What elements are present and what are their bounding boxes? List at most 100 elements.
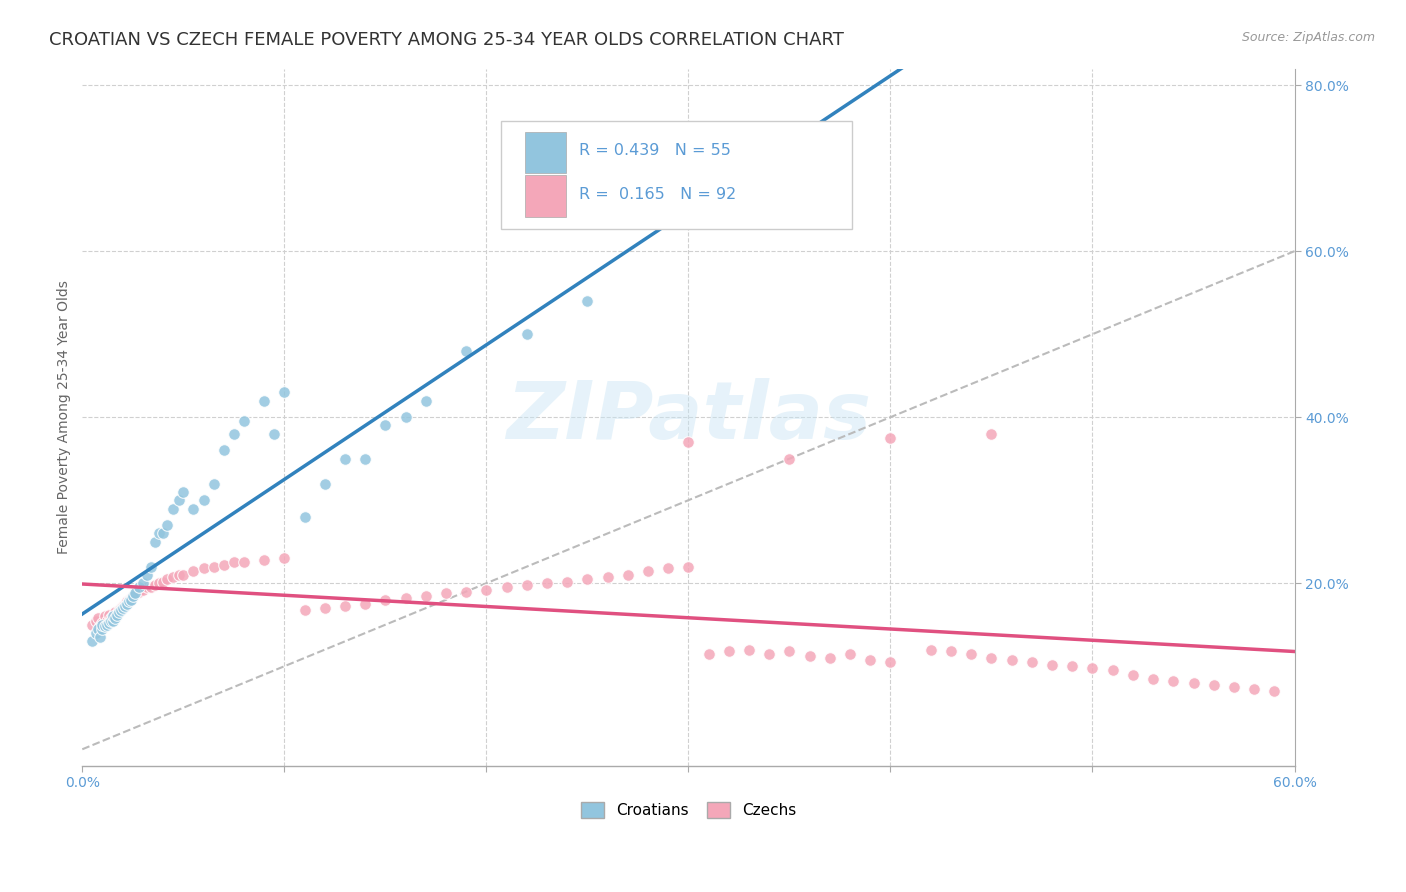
Y-axis label: Female Poverty Among 25-34 Year Olds: Female Poverty Among 25-34 Year Olds bbox=[58, 280, 72, 554]
Point bbox=[333, 599, 356, 614]
Point bbox=[183, 564, 205, 578]
Point bbox=[415, 393, 437, 408]
Point bbox=[115, 594, 138, 608]
Point bbox=[110, 603, 132, 617]
Point bbox=[132, 576, 155, 591]
Text: CROATIAN VS CZECH FEMALE POVERTY AMONG 25-34 YEAR OLDS CORRELATION CHART: CROATIAN VS CZECH FEMALE POVERTY AMONG 2… bbox=[49, 31, 844, 49]
Point bbox=[354, 597, 377, 611]
Point bbox=[212, 558, 235, 572]
Point bbox=[859, 652, 882, 666]
Point bbox=[799, 649, 821, 664]
Point bbox=[314, 601, 336, 615]
Point bbox=[960, 647, 983, 661]
Point bbox=[839, 647, 862, 661]
Point bbox=[183, 501, 205, 516]
Point bbox=[100, 611, 122, 625]
Point bbox=[111, 601, 134, 615]
Point bbox=[110, 601, 132, 615]
Point bbox=[152, 526, 174, 541]
Point bbox=[101, 609, 124, 624]
Point bbox=[100, 614, 122, 628]
Point bbox=[91, 616, 114, 631]
Point bbox=[678, 559, 700, 574]
Point bbox=[169, 493, 191, 508]
Point bbox=[104, 611, 127, 625]
Point bbox=[758, 647, 780, 661]
Point bbox=[143, 578, 166, 592]
FancyBboxPatch shape bbox=[524, 176, 567, 217]
Point bbox=[1062, 659, 1084, 673]
Point bbox=[596, 569, 619, 583]
Point bbox=[82, 634, 104, 648]
Point bbox=[536, 576, 558, 591]
Point bbox=[212, 443, 235, 458]
Point bbox=[778, 644, 800, 658]
Point bbox=[657, 561, 679, 575]
Legend: Croatians, Czechs: Croatians, Czechs bbox=[575, 797, 803, 824]
Point bbox=[115, 597, 138, 611]
Point bbox=[105, 607, 128, 621]
Point bbox=[97, 607, 120, 622]
Point bbox=[128, 580, 150, 594]
Point bbox=[1081, 661, 1104, 675]
Point bbox=[82, 617, 104, 632]
Point bbox=[232, 556, 254, 570]
Point bbox=[576, 572, 599, 586]
Point bbox=[91, 622, 114, 636]
Point bbox=[169, 568, 191, 582]
Point bbox=[475, 582, 498, 597]
Point bbox=[148, 576, 170, 591]
Point bbox=[678, 435, 700, 450]
Point bbox=[778, 202, 800, 217]
Point bbox=[96, 617, 118, 632]
Point bbox=[101, 609, 124, 624]
Point bbox=[202, 559, 225, 574]
Point bbox=[120, 592, 142, 607]
FancyBboxPatch shape bbox=[524, 132, 567, 173]
Point bbox=[778, 451, 800, 466]
Point bbox=[193, 561, 215, 575]
Point bbox=[516, 578, 538, 592]
Point bbox=[456, 343, 478, 358]
Point bbox=[1040, 657, 1063, 672]
Point bbox=[1223, 680, 1246, 694]
Point bbox=[91, 617, 114, 632]
Point bbox=[96, 614, 118, 628]
Point bbox=[263, 426, 285, 441]
Point bbox=[232, 414, 254, 428]
Point bbox=[555, 574, 578, 589]
Point bbox=[202, 476, 225, 491]
Point bbox=[93, 609, 115, 624]
Point bbox=[162, 501, 184, 516]
Point bbox=[1021, 655, 1043, 669]
Point bbox=[1182, 676, 1205, 690]
Point bbox=[120, 591, 142, 606]
Point bbox=[374, 418, 396, 433]
Point bbox=[394, 591, 416, 606]
FancyBboxPatch shape bbox=[501, 120, 852, 229]
Point bbox=[89, 619, 111, 633]
Point bbox=[143, 534, 166, 549]
Point bbox=[495, 580, 517, 594]
Point bbox=[1161, 674, 1184, 689]
Point bbox=[136, 580, 159, 594]
Point bbox=[124, 586, 146, 600]
Point bbox=[1263, 684, 1285, 698]
Point bbox=[114, 599, 136, 614]
Point bbox=[156, 518, 179, 533]
Point bbox=[101, 614, 124, 628]
Point bbox=[434, 586, 457, 600]
Point bbox=[156, 572, 179, 586]
Point bbox=[86, 626, 108, 640]
Point bbox=[105, 607, 128, 622]
Point bbox=[222, 556, 245, 570]
Point bbox=[128, 584, 150, 599]
Point bbox=[118, 592, 141, 607]
Point bbox=[152, 574, 174, 589]
Point bbox=[1142, 672, 1164, 686]
Point bbox=[93, 619, 115, 633]
Point bbox=[1243, 682, 1265, 697]
Point bbox=[576, 293, 599, 308]
Point bbox=[374, 592, 396, 607]
Point bbox=[697, 647, 720, 661]
